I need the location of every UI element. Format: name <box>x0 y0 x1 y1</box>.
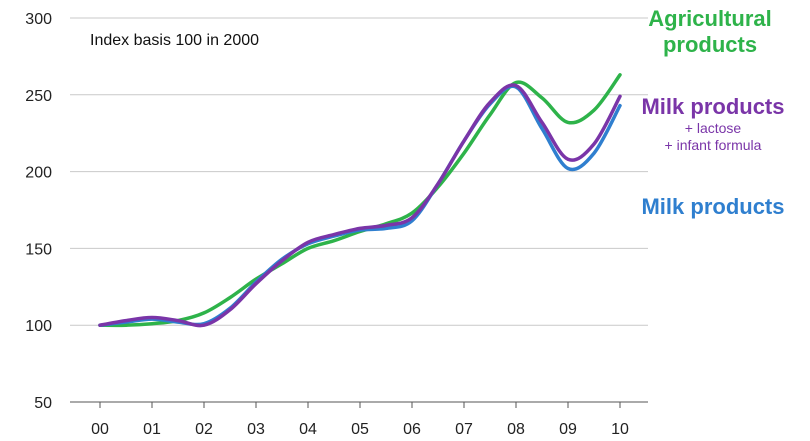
legend-milk-products: Milk products <box>628 194 798 220</box>
x-tick-label: 08 <box>507 421 525 438</box>
series-line-agricultural-products <box>98 73 622 328</box>
y-tick-label: 300 <box>25 11 52 28</box>
legend-agricultural-products: Agricultural products <box>640 6 780 59</box>
legend-agri-line1: Agricultural <box>648 6 772 31</box>
x-tick-label: 03 <box>247 421 265 438</box>
x-tick-label: 09 <box>559 421 577 438</box>
legend-agri-line2: products <box>662 32 758 58</box>
x-tick-label: 05 <box>351 421 369 438</box>
legend-milk-main: Milk products <box>641 194 785 219</box>
x-tick-label: 04 <box>299 421 317 438</box>
y-tick-label: 250 <box>25 88 52 105</box>
series-line-milk-products-lactose-infant-formula <box>98 83 622 328</box>
y-tick-label: 150 <box>25 241 52 258</box>
legend-milkplus-sub2: + infant formula <box>664 137 762 154</box>
x-tick-label: 06 <box>403 421 421 438</box>
x-tick-label: 00 <box>91 421 109 438</box>
x-tick-label: 02 <box>195 421 213 438</box>
x-axis: 00 01 02 03 04 05 06 07 08 09 10 <box>70 401 648 438</box>
y-axis-ticks: 50 100 150 200 250 300 <box>25 11 52 412</box>
index-basis-note: Index basis 100 in 2000 <box>90 32 260 49</box>
series-lines <box>98 73 622 328</box>
legend-milk-products-plus: Milk products + lactose + infant formula <box>628 94 798 154</box>
y-tick-label: 100 <box>25 318 52 335</box>
y-tick-label: 200 <box>25 165 52 182</box>
x-tick-label: 07 <box>455 421 473 438</box>
y-tick-label: 50 <box>34 395 52 412</box>
legend-milkplus-sub1: + lactose <box>684 120 742 137</box>
x-tick-label: 01 <box>143 421 161 438</box>
x-tick-label: 10 <box>611 421 629 438</box>
legend-milkplus-main: Milk products <box>641 94 785 119</box>
grid-lines <box>70 17 648 326</box>
